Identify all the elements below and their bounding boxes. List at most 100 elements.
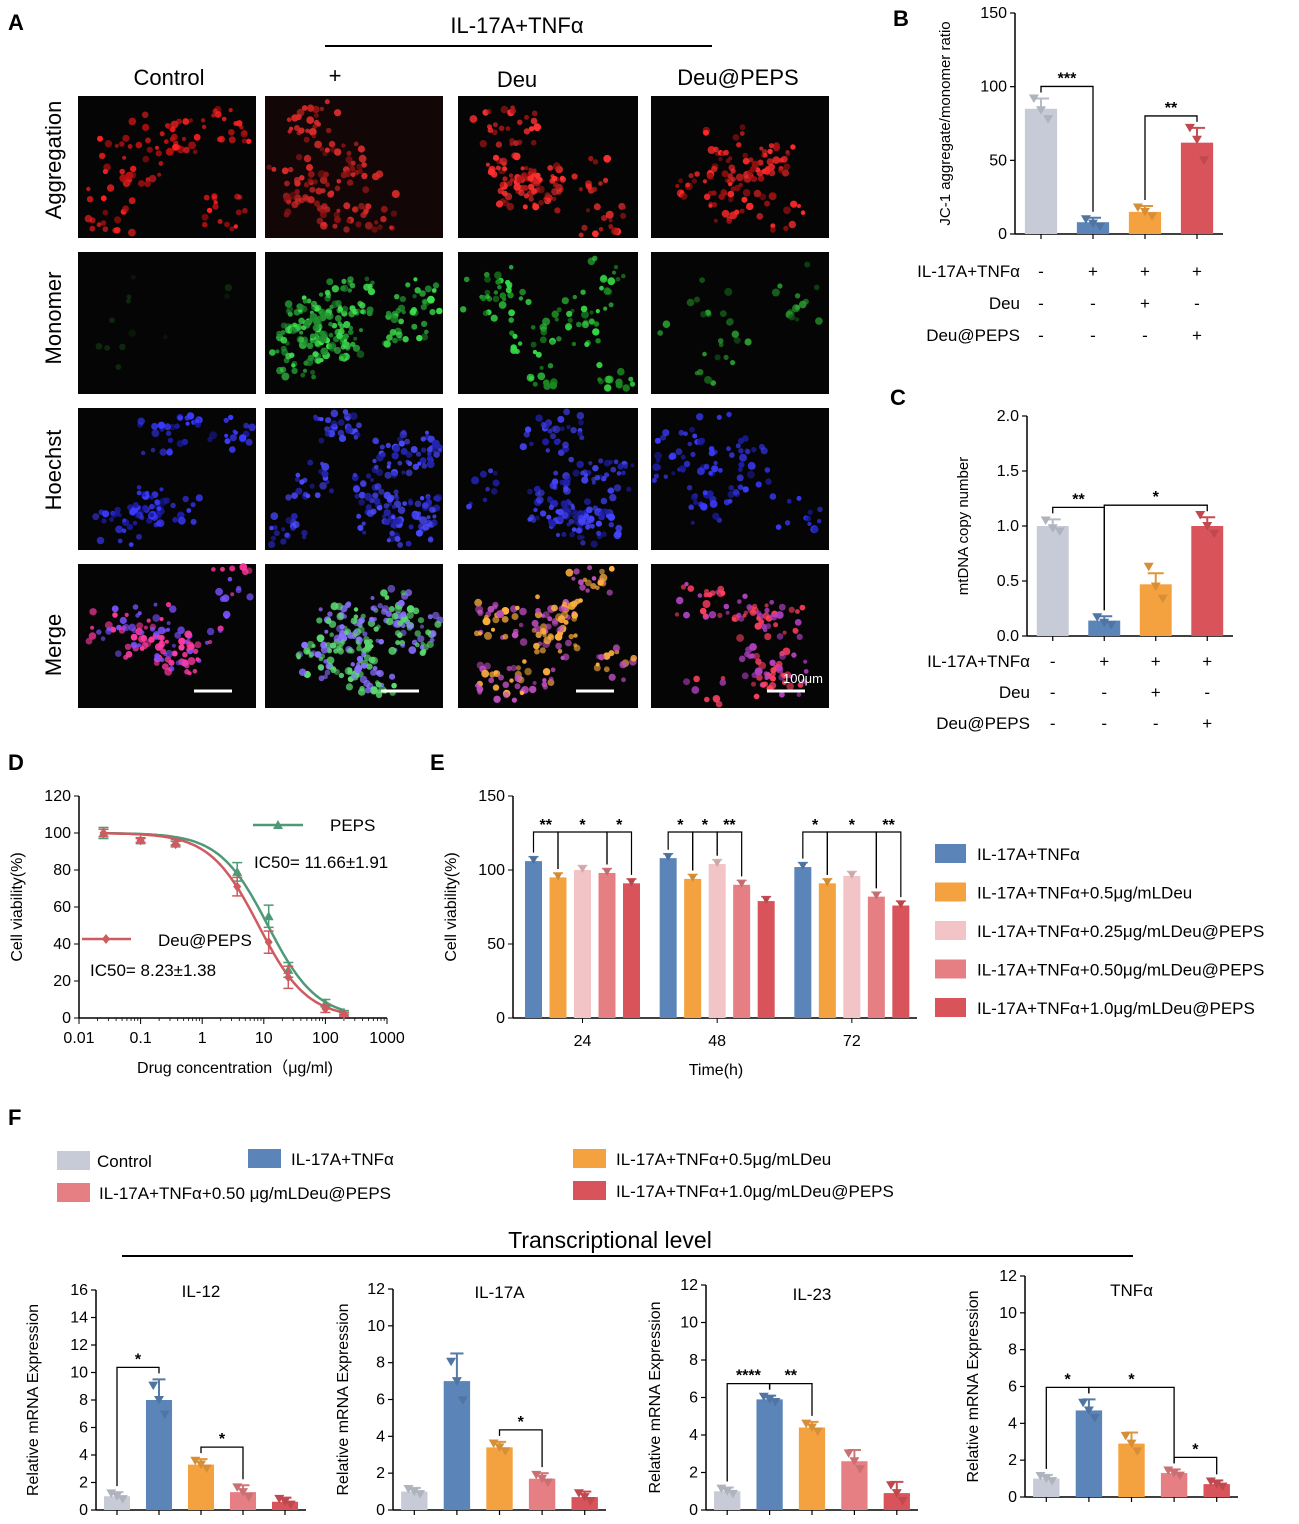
cell-dot <box>581 476 589 484</box>
cell-dot <box>234 193 241 200</box>
cell-dot <box>744 338 752 346</box>
legend-label: IL-17A+TNFα+1.0μg/mLDeu@PEPS <box>616 1182 894 1201</box>
cell-dot <box>230 592 235 597</box>
condition-sign: - <box>1038 294 1044 313</box>
cell-dot <box>203 194 210 201</box>
data-point <box>843 1449 854 1458</box>
cell-dot <box>690 451 696 457</box>
panel-letter-a: A <box>8 10 24 35</box>
cell-dot <box>524 114 529 120</box>
cell-dot <box>476 685 484 693</box>
data-point <box>106 1489 117 1498</box>
cell-dot <box>587 565 593 571</box>
x-tick-label: 1000 <box>369 1030 405 1047</box>
cell-dot <box>608 650 615 657</box>
cell-dot <box>377 603 383 609</box>
cell-dot <box>718 156 723 162</box>
data-point <box>264 937 273 948</box>
data-point <box>1174 1471 1185 1481</box>
data-point <box>1095 222 1106 232</box>
y-tick-label: 0 <box>62 1010 71 1027</box>
cell-dot <box>510 344 517 351</box>
cell-dot <box>104 140 113 148</box>
cell-dot <box>136 485 142 490</box>
cell-dot <box>680 192 688 200</box>
cell-dot <box>712 449 718 455</box>
cell-dot <box>125 171 134 180</box>
cell-dot <box>377 224 383 230</box>
cell-dot <box>617 463 624 470</box>
cell-dot <box>505 279 511 286</box>
condition-sign: - <box>1090 294 1096 313</box>
bar <box>145 1400 173 1510</box>
cell-dot <box>328 620 337 628</box>
cell-dot <box>719 310 727 317</box>
cell-dot <box>287 129 292 134</box>
data-point <box>1140 207 1150 217</box>
cell-dot <box>146 146 153 153</box>
cell-dot <box>576 321 582 328</box>
significance-bracket <box>1088 1386 1175 1464</box>
cell-dot <box>432 282 440 289</box>
cell-dot <box>430 519 438 527</box>
cell-dot <box>573 633 578 638</box>
cell-dot <box>321 470 329 478</box>
bar <box>1024 108 1058 234</box>
cell-dot <box>607 277 616 286</box>
cell-dot <box>414 500 422 508</box>
cell-dot <box>709 590 716 596</box>
cell-dot <box>497 187 504 195</box>
cell-dot <box>337 419 345 426</box>
cell-dot <box>320 347 329 356</box>
data-point <box>603 868 611 876</box>
cell-dot <box>581 224 588 231</box>
cell-dot <box>737 484 744 491</box>
cell-dot <box>590 523 595 529</box>
cell-dot <box>98 509 105 515</box>
cell-dot <box>608 673 616 681</box>
cell-dot <box>619 660 627 669</box>
cell-dot <box>551 310 559 318</box>
condition-sign: - <box>1101 683 1107 702</box>
cell-dot <box>761 149 768 155</box>
cell-dot <box>363 209 369 215</box>
cell-dot <box>192 149 198 155</box>
cell-dot <box>738 615 745 622</box>
cell-dot <box>728 182 733 187</box>
legend-label: IL-17A+TNFα+0.50 μg/mLDeu@PEPS <box>99 1184 391 1203</box>
cell-dot <box>817 506 823 513</box>
cell-dot <box>551 196 557 202</box>
microscopy-grid <box>78 96 829 708</box>
cell-dot <box>768 143 775 149</box>
cell-dot <box>340 285 346 292</box>
legend-label: IL-17A+TNFα+1.0μg/mLDeu@PEPS <box>977 999 1255 1018</box>
condition-row-label: Deu <box>989 294 1020 313</box>
cell-dot <box>531 178 540 186</box>
cell-dot <box>541 629 547 635</box>
cell-dot <box>513 152 521 161</box>
cell-dot <box>291 363 296 368</box>
cell-dot <box>502 681 510 689</box>
bar <box>528 1478 556 1510</box>
bar <box>443 1381 471 1510</box>
cell-dot <box>346 179 354 186</box>
cell-dot <box>530 325 536 330</box>
data-point <box>403 1485 414 1494</box>
cell-dot <box>302 535 307 540</box>
cell-dot <box>565 323 573 331</box>
legend-swatch <box>935 959 966 979</box>
cell-dot <box>731 330 739 338</box>
cell-dot <box>576 412 585 420</box>
significance-bracket <box>1173 1456 1218 1475</box>
cell-dot <box>195 657 200 662</box>
y-tick-label: 10 <box>367 1318 385 1335</box>
cell-dot <box>168 150 174 156</box>
cell-dot <box>172 516 179 523</box>
cell-dot <box>589 310 594 315</box>
cell-dot <box>349 648 355 654</box>
cell-dot <box>471 476 480 485</box>
cell-dot <box>786 498 792 504</box>
cell-dot <box>356 645 362 652</box>
cell-dot <box>156 506 162 512</box>
